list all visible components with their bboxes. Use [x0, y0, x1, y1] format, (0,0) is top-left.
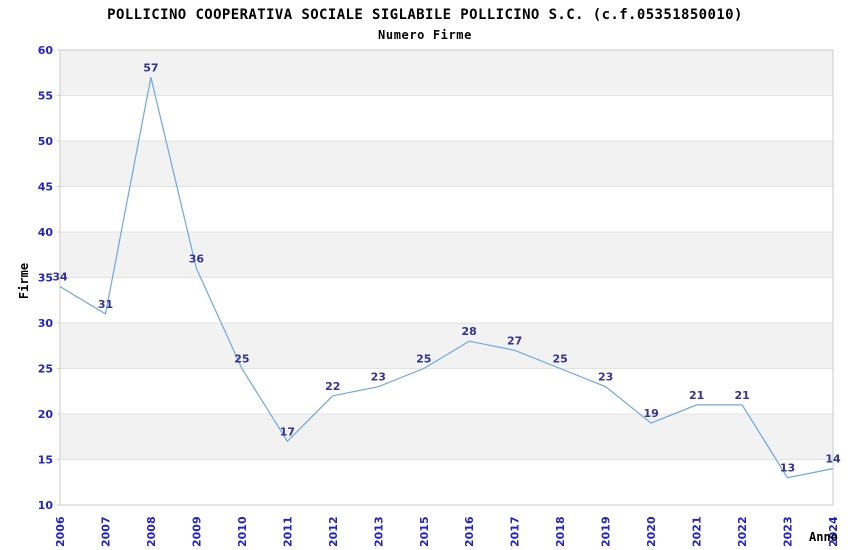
x-tick-label: 2008: [145, 516, 158, 547]
data-point-label: 21: [689, 389, 704, 402]
data-point-label: 28: [462, 325, 477, 338]
x-tick-label: 2021: [691, 516, 704, 547]
plot-band: [60, 50, 833, 96]
y-tick-label: 60: [38, 44, 54, 57]
data-point-label: 36: [189, 252, 205, 265]
data-point-label: 34: [52, 271, 68, 284]
data-point-label: 31: [98, 298, 113, 311]
x-tick-label: 2015: [418, 516, 431, 547]
plot-band: [60, 414, 833, 460]
x-tick-label: 2020: [645, 516, 658, 547]
y-tick-label: 30: [38, 317, 54, 330]
y-tick-label: 35: [38, 272, 53, 285]
plot-band: [60, 232, 833, 278]
data-point-label: 25: [553, 353, 568, 366]
data-point-label: 27: [507, 334, 522, 347]
x-axis-title: Anno: [809, 530, 838, 544]
x-tick-label: 2011: [281, 516, 294, 547]
gridlines: [60, 95, 833, 460]
data-point-labels: 34 31 57 36 25 17 22 23 25 28 27 25 23 19 21 21 13 14: [52, 61, 841, 474]
x-axis-tick-labels: 2006 2007 2008 2009 2010 2011 2012 2013 2015 2016…: [54, 516, 840, 547]
data-point-label: 14: [825, 453, 841, 466]
y-tick-label: 50: [38, 135, 54, 148]
x-tick-label: 2023: [782, 516, 795, 547]
x-tick-label: 2006: [54, 516, 67, 547]
y-axis-title: Firme: [17, 263, 31, 299]
y-tick-label: 45: [38, 181, 53, 194]
x-tick-label: 2007: [99, 516, 112, 547]
data-point-label: 25: [234, 353, 249, 366]
data-point-label: 19: [643, 407, 658, 420]
data-point-label: 57: [143, 61, 158, 74]
series-line: [59, 77, 834, 479]
x-tick-label: 2009: [190, 516, 203, 547]
x-tick-label: 2010: [236, 516, 249, 547]
data-point-label: 13: [780, 462, 795, 475]
data-point-label: 22: [325, 380, 340, 393]
chart-title: POLLICINO COOPERATIVA SOCIALE SIGLABILE …: [107, 7, 743, 23]
y-tick-label: 25: [38, 363, 53, 376]
y-tick-label: 15: [38, 454, 53, 467]
x-tick-label: 2017: [509, 516, 522, 547]
y-axis-tick-labels: 10 15 20 25 30 35 40 45 50 55 60: [38, 44, 54, 512]
x-tick-label: 2016: [463, 516, 476, 547]
x-tick-label: 2022: [736, 516, 749, 547]
data-point-label: 23: [371, 371, 386, 384]
y-tick-label: 40: [38, 226, 54, 239]
data-point-label: 21: [734, 389, 749, 402]
y-tick-label: 10: [38, 499, 54, 512]
x-tick-label: 2012: [327, 516, 340, 547]
y-tick-label: 20: [38, 408, 54, 421]
data-point-label: 17: [280, 425, 295, 438]
plot-band: [60, 141, 833, 187]
plot-band: [60, 323, 833, 369]
y-axis-ticks: [57, 49, 60, 506]
chart-subtitle: Numero Firme: [378, 28, 472, 42]
x-tick-label: 2024: [827, 516, 840, 547]
data-point-label: 23: [598, 371, 613, 384]
y-tick-label: 55: [38, 90, 53, 103]
plot-bands: [60, 50, 833, 460]
x-tick-label: 2013: [372, 516, 385, 547]
data-point-label: 25: [416, 353, 431, 366]
x-tick-label: 2018: [554, 516, 567, 547]
x-tick-label: 2019: [600, 516, 613, 547]
